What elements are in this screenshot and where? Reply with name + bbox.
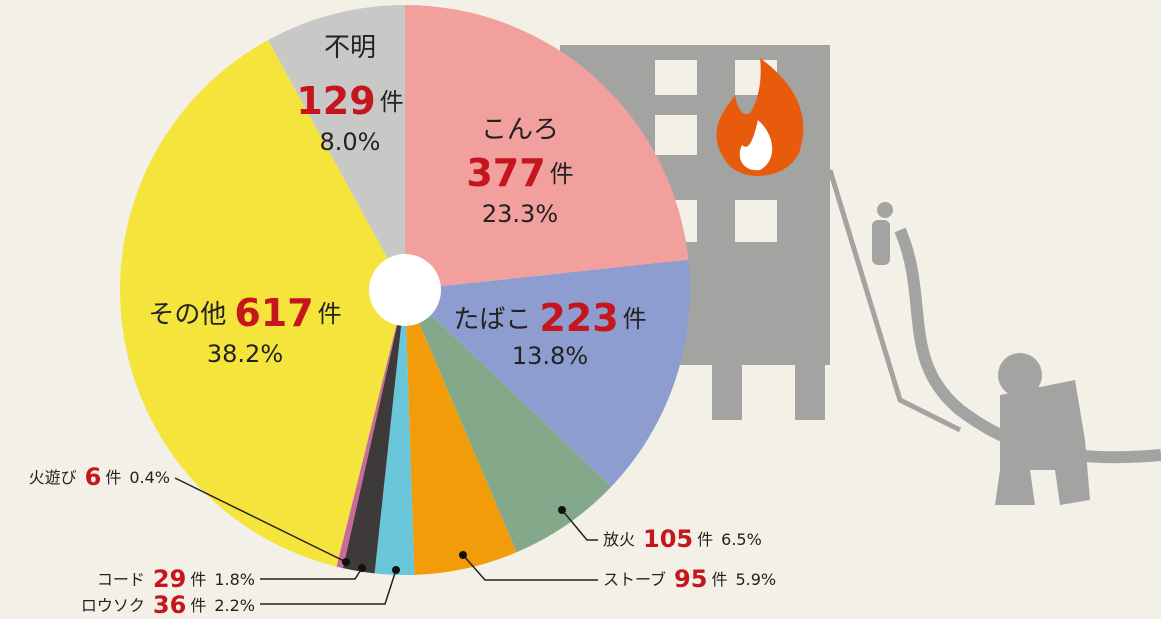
percent-label: 1.8%	[214, 570, 255, 589]
leader-dot	[392, 566, 400, 574]
count-label: 377	[466, 151, 545, 195]
percent-label: 13.8%	[512, 342, 588, 370]
chart: こんろ377件23.3%たばこ223件13.8%放火105件6.5%ストーブ95…	[0, 0, 1161, 619]
category-name: こんろ	[481, 115, 559, 145]
category-name: その他	[148, 300, 226, 330]
count-label: 95	[674, 565, 707, 593]
center-hole	[369, 254, 441, 326]
count-label: 129	[296, 79, 375, 123]
percent-label: 38.2%	[207, 340, 283, 368]
unit-label: 件	[190, 596, 206, 615]
count-label: 6	[85, 463, 102, 491]
percent-label: 5.9%	[735, 570, 776, 589]
slice-label: 13.8%	[512, 342, 588, 370]
unit-label: 件	[380, 88, 404, 116]
category-name: コード	[97, 570, 145, 589]
unit-label: 件	[550, 160, 574, 188]
leader-dot	[459, 551, 467, 559]
category-name: たばこ	[453, 305, 531, 335]
unit-label: 件	[711, 570, 727, 589]
category-name: 放火	[603, 530, 635, 549]
leader-dot	[558, 506, 566, 514]
count-label: 105	[643, 525, 693, 553]
leader-dot	[342, 558, 350, 566]
slice-label: 38.2%	[207, 340, 283, 368]
unit-label: 件	[623, 305, 647, 333]
category-name: 火遊び	[29, 468, 77, 487]
unit-label: 件	[190, 570, 206, 589]
percent-label: 2.2%	[214, 596, 255, 615]
count-label: 36	[153, 591, 186, 619]
percent-label: 23.3%	[482, 200, 558, 228]
unit-label: 件	[105, 468, 121, 487]
slice-label: こんろ	[481, 115, 559, 145]
category-name: ロウソク	[81, 596, 145, 615]
unit-label: 件	[697, 530, 713, 549]
count-label: 29	[153, 565, 186, 593]
percent-label: 0.4%	[129, 468, 170, 487]
category-name: ストーブ	[603, 570, 666, 589]
leader-dot	[358, 564, 366, 572]
category-name: 不明	[324, 33, 376, 63]
unit-label: 件	[318, 300, 342, 328]
count-label: 223	[539, 296, 618, 340]
percent-label: 8.0%	[320, 128, 381, 156]
percent-label: 6.5%	[721, 530, 762, 549]
slice-label: 不明	[324, 33, 376, 63]
count-label: 617	[234, 291, 313, 335]
slice-label: 8.0%	[320, 128, 381, 156]
slice-label: 23.3%	[482, 200, 558, 228]
